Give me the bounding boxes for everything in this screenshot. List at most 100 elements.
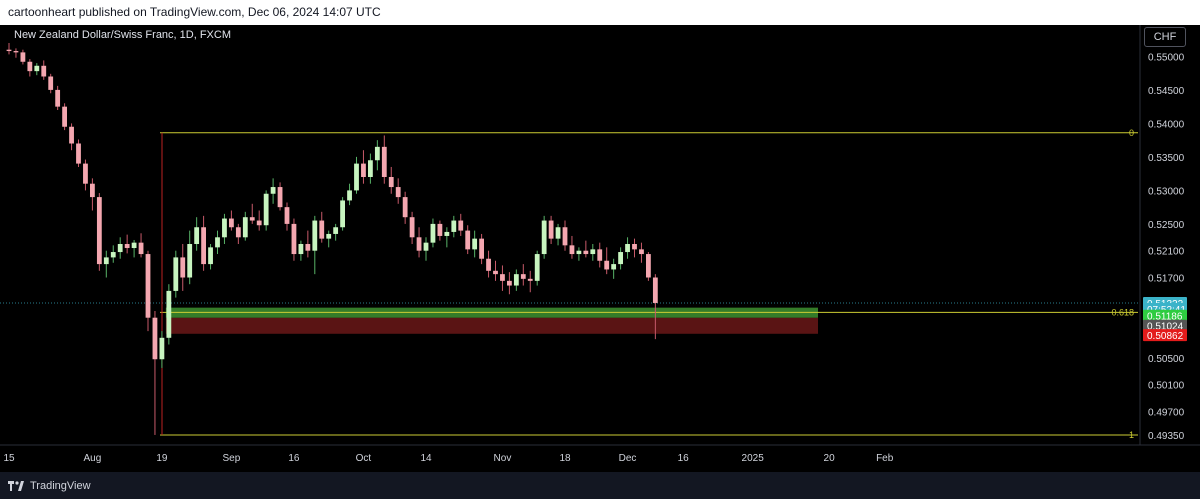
candle-body <box>486 258 491 271</box>
candle <box>548 215 554 244</box>
candle <box>381 135 387 184</box>
candle <box>173 250 179 298</box>
candle <box>423 237 429 261</box>
support-zone-red <box>165 317 819 334</box>
candle <box>256 210 262 231</box>
price-marker-label: 0.51186 <box>1147 312 1183 323</box>
candle-body <box>215 237 220 248</box>
candle-body <box>402 197 408 218</box>
candle-body <box>48 76 54 90</box>
candle-body <box>555 227 561 239</box>
candle-body <box>368 160 373 177</box>
candle <box>76 139 81 167</box>
candle-body <box>235 227 241 238</box>
y-tick-label: 0.50500 <box>1148 354 1185 365</box>
candle <box>152 311 158 435</box>
y-tick-label: 0.53500 <box>1148 153 1185 164</box>
candle <box>388 166 394 194</box>
candle <box>96 193 102 271</box>
x-tick-label: 16 <box>288 453 300 464</box>
publish-info: cartoonheart published on TradingView.co… <box>8 5 381 19</box>
candle <box>652 274 658 340</box>
candle <box>319 211 325 243</box>
candle-body <box>152 317 158 360</box>
candle <box>437 220 443 241</box>
candle-body <box>201 227 206 265</box>
candle-body <box>298 244 304 255</box>
candle-body <box>534 254 540 281</box>
candle <box>597 242 603 268</box>
candle <box>138 233 144 258</box>
candle <box>555 223 561 246</box>
x-tick-label: 20 <box>824 453 836 464</box>
currency-button[interactable]: CHF <box>1144 27 1186 47</box>
x-tick-label: 14 <box>420 453 432 464</box>
candle <box>194 217 200 251</box>
candle-body <box>6 49 12 52</box>
candle-body <box>374 146 380 161</box>
candle-body <box>326 233 332 239</box>
x-tick-label: Nov <box>494 453 512 464</box>
candle <box>520 264 526 286</box>
candle-body <box>55 89 61 107</box>
candle <box>222 213 227 244</box>
candle-body <box>333 227 339 234</box>
candle-body <box>76 143 81 164</box>
candle-body <box>639 249 644 255</box>
grid <box>0 25 1200 446</box>
candle <box>569 235 575 259</box>
candle-body <box>646 254 651 278</box>
candle-body <box>652 277 658 303</box>
y-tick-label: 0.49700 <box>1148 408 1185 419</box>
candle-body <box>597 249 603 261</box>
y-tick-label: 0.51700 <box>1148 274 1185 285</box>
candle-body <box>611 264 617 270</box>
candle-body <box>569 245 575 255</box>
price-marker-label: 0.51024 <box>1147 322 1184 333</box>
candle <box>590 244 596 261</box>
candle-body <box>249 217 255 221</box>
price-marker: 0.50862 <box>1143 329 1187 342</box>
candle-body <box>117 244 123 253</box>
candle-body <box>27 61 33 72</box>
candle <box>395 178 401 204</box>
candle-body <box>180 257 186 278</box>
candle <box>263 190 269 231</box>
candle <box>562 220 568 251</box>
candle <box>41 60 47 80</box>
candle <box>298 240 304 261</box>
candle-body <box>562 227 568 246</box>
candle <box>416 227 422 258</box>
candle-body <box>13 51 19 53</box>
y-tick-label: 0.50100 <box>1148 381 1185 392</box>
candle <box>430 218 436 248</box>
candle-body <box>604 260 610 270</box>
tradingview-logo-icon <box>8 480 24 491</box>
candle-body <box>340 200 345 228</box>
candle <box>604 247 610 275</box>
candle <box>625 237 630 259</box>
candle-body <box>541 220 547 255</box>
candle-body <box>187 244 193 278</box>
chart-area[interactable]: 0 0.618 1 0.55000 0.54500 0.54000 0.53500 0.53… <box>0 25 1200 472</box>
candle-body <box>583 250 589 255</box>
candle-body <box>625 244 630 253</box>
candle <box>187 230 193 285</box>
candle <box>6 43 12 55</box>
candle-body <box>41 65 47 77</box>
candle <box>201 215 206 271</box>
candle <box>110 245 116 263</box>
candle <box>235 223 241 244</box>
price-chart[interactable]: 0 0.618 1 0.55000 0.54500 0.54000 0.53500 0.53… <box>0 25 1200 472</box>
candle <box>131 239 137 258</box>
y-tick-label: 0.55000 <box>1148 52 1185 63</box>
y-tick-label: 0.52100 <box>1148 247 1185 258</box>
y-tick-label: 0.53000 <box>1148 186 1185 197</box>
price-marker: 0.51024 <box>1143 319 1187 333</box>
candle <box>249 203 255 224</box>
candle-body <box>103 257 109 265</box>
candle <box>27 59 33 77</box>
fib-label-0: 0 <box>1129 128 1134 138</box>
candle <box>458 213 464 236</box>
candle-body <box>173 257 179 291</box>
